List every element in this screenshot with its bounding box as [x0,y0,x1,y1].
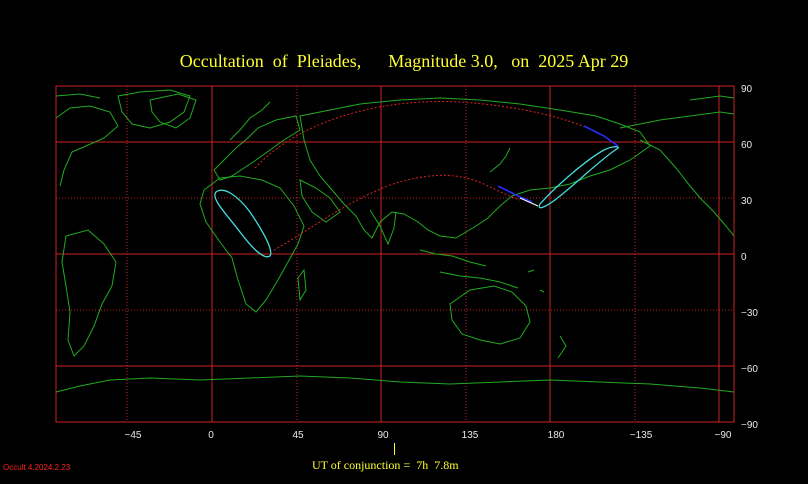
visibility-track [214,146,619,258]
version-label: Occult 4.2024.2.23 [3,463,71,472]
lat-tick-90: 90 [741,84,753,95]
map-title: Occultation of Pleiades, Magnitude 3.0, … [179,51,629,71]
parallel-grid-dotted [56,197,734,311]
lon-tick-135: 135 [461,430,479,441]
lat-tick-30: 30 [741,196,753,207]
lat-tick-0: 0 [741,252,747,263]
ut-conjunction-marker [394,443,395,455]
lon-tick-minus90: −90 [714,430,732,441]
lat-tick-60: 60 [741,140,753,151]
lat-tick-minus30: −30 [741,308,758,319]
lon-tick-90: 90 [377,430,389,441]
daylight-segment [497,125,619,203]
parallel-grid [56,141,734,367]
coastlines [55,89,735,393]
lon-tick-0: 0 [208,430,214,441]
occultation-limit-lines [254,101,593,251]
lat-tick-minus60: −60 [741,364,758,375]
lon-tick-minus45: −45 [124,430,142,441]
lat-tick-minus90: −90 [741,420,758,431]
lon-tick-minus135: −135 [629,430,653,441]
lon-tick-180: 180 [547,430,565,441]
graze-segment [519,197,539,207]
ut-conjunction-label: UT of conjunction = 7h 7.8m [312,458,459,472]
lon-tick-45: 45 [292,430,304,441]
